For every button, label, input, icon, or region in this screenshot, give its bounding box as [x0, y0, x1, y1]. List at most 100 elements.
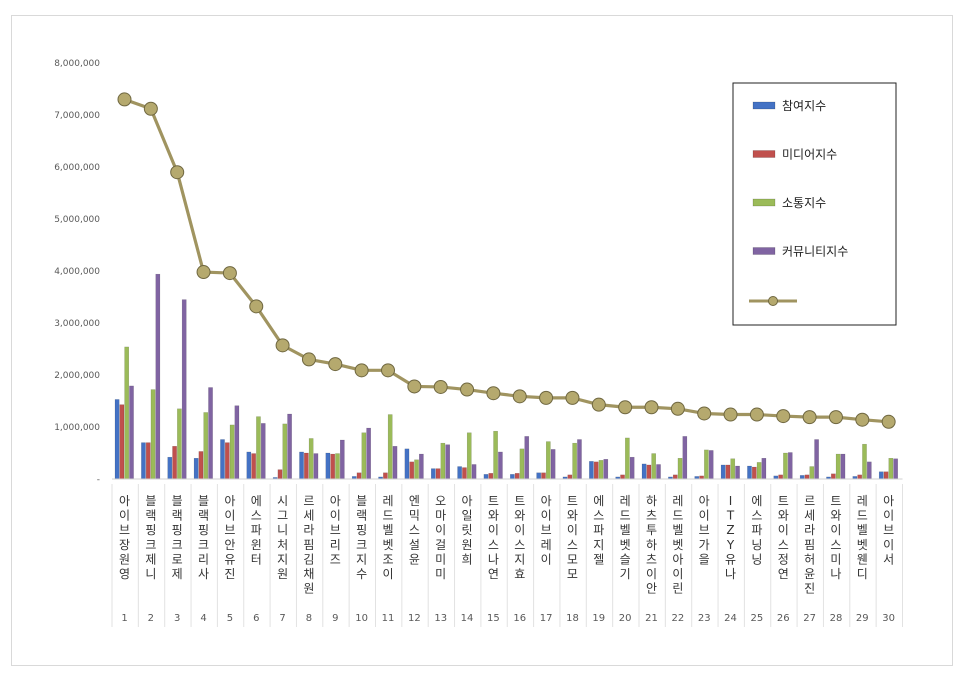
line-point: [618, 400, 633, 415]
bar-3: [466, 432, 472, 480]
bar-4: [629, 456, 635, 480]
x-rank-label: 15: [487, 613, 500, 624]
line-point: [776, 409, 791, 424]
chart-frame: - 1,000,000 2,000,000 3,000,000 4,000,000 5,0…: [11, 15, 953, 666]
bar-3: [572, 442, 577, 480]
y-tick-label: 2,000,000: [54, 371, 100, 381]
y-tick-label: 7,000,000: [54, 111, 100, 121]
bar-4: [419, 453, 424, 480]
x-rank-label: 27: [803, 613, 816, 624]
y-tick-label: 3,000,000: [54, 319, 100, 329]
bar-4: [260, 423, 266, 480]
line-point: [117, 92, 132, 107]
bar-4: [234, 405, 240, 480]
bar-2: [567, 474, 573, 480]
line-point: [670, 401, 685, 416]
bar-3: [651, 453, 656, 480]
bar-1: [325, 452, 331, 480]
bar-3: [177, 408, 182, 480]
x-rank-label: 8: [306, 613, 312, 624]
bar-4: [577, 439, 582, 480]
bar-2: [804, 474, 810, 480]
bar-3: [361, 432, 367, 480]
line-point: [275, 338, 290, 353]
y-tick-label: 6,000,000: [54, 163, 100, 173]
bar-1: [510, 474, 515, 480]
bar-3: [704, 449, 709, 480]
bar-3: [414, 459, 419, 480]
line-point: [697, 406, 712, 421]
bar-4: [867, 461, 872, 480]
bar-3: [546, 441, 551, 480]
line-point: [328, 357, 343, 372]
bar-4: [366, 427, 371, 480]
x-rank-label: 28: [830, 613, 843, 624]
bar-3: [809, 466, 815, 480]
bar-2: [620, 474, 625, 480]
x-axis: 아 이 브 장 원 영 1 블 랙 핑 크 제 니 2 블 랙 핑 크 로 제 3 블 랙 핑 크 리 사 4 아 이 브 안 유 진 5 에 스 파 윈 터…: [111, 478, 903, 627]
bar-3: [493, 430, 498, 480]
bar-4: [498, 451, 503, 480]
bar-4: [787, 452, 793, 480]
bar-3: [835, 453, 841, 480]
line-point: [802, 410, 817, 425]
bar-4: [603, 459, 609, 480]
bar-2: [514, 473, 520, 480]
bar-1: [193, 458, 199, 480]
x-rank-label: 19: [592, 613, 605, 624]
x-rank-label: 18: [566, 613, 579, 624]
bar-1: [878, 471, 884, 480]
x-rank-label: 6: [253, 613, 259, 624]
line-point: [723, 407, 738, 422]
bar-3: [308, 438, 314, 480]
x-rank-label: 24: [724, 613, 737, 624]
bar-4: [287, 413, 292, 480]
x-rank-label: 7: [279, 613, 285, 624]
legend-swatch: [752, 198, 776, 207]
bar-series: [114, 273, 898, 480]
legend-swatch: [752, 150, 776, 158]
bar-2: [251, 453, 256, 480]
line-point: [486, 386, 501, 401]
bar-4: [392, 446, 398, 480]
bar-2: [672, 474, 678, 480]
bar-3: [625, 437, 630, 480]
x-rank-label: 12: [408, 613, 421, 624]
line-point: [855, 412, 870, 427]
bar-2: [383, 472, 388, 480]
bar-2: [119, 404, 125, 480]
bar-2: [172, 446, 177, 480]
x-rank-label: 29: [856, 613, 869, 624]
bar-2: [725, 464, 731, 480]
bar-2: [646, 464, 652, 480]
bar-3: [124, 346, 129, 480]
bar-2: [330, 453, 336, 480]
line-point: [433, 379, 448, 394]
x-rank-label: 9: [332, 613, 338, 624]
bar-1: [799, 475, 805, 480]
line-point: [381, 363, 395, 378]
x-rank-label: 25: [751, 613, 764, 624]
legend-label: 미디어지수: [782, 148, 837, 162]
bar-3: [440, 442, 446, 480]
x-rank-label: 17: [540, 613, 553, 624]
line-point: [644, 400, 659, 415]
x-rank-label: 1: [121, 613, 127, 624]
line-point: [354, 363, 369, 378]
brand-reputation-chart: - 1,000,000 2,000,000 3,000,000 4,000,000 5,0…: [54, 59, 903, 627]
bar-4: [155, 273, 161, 480]
bar-1: [536, 472, 541, 480]
